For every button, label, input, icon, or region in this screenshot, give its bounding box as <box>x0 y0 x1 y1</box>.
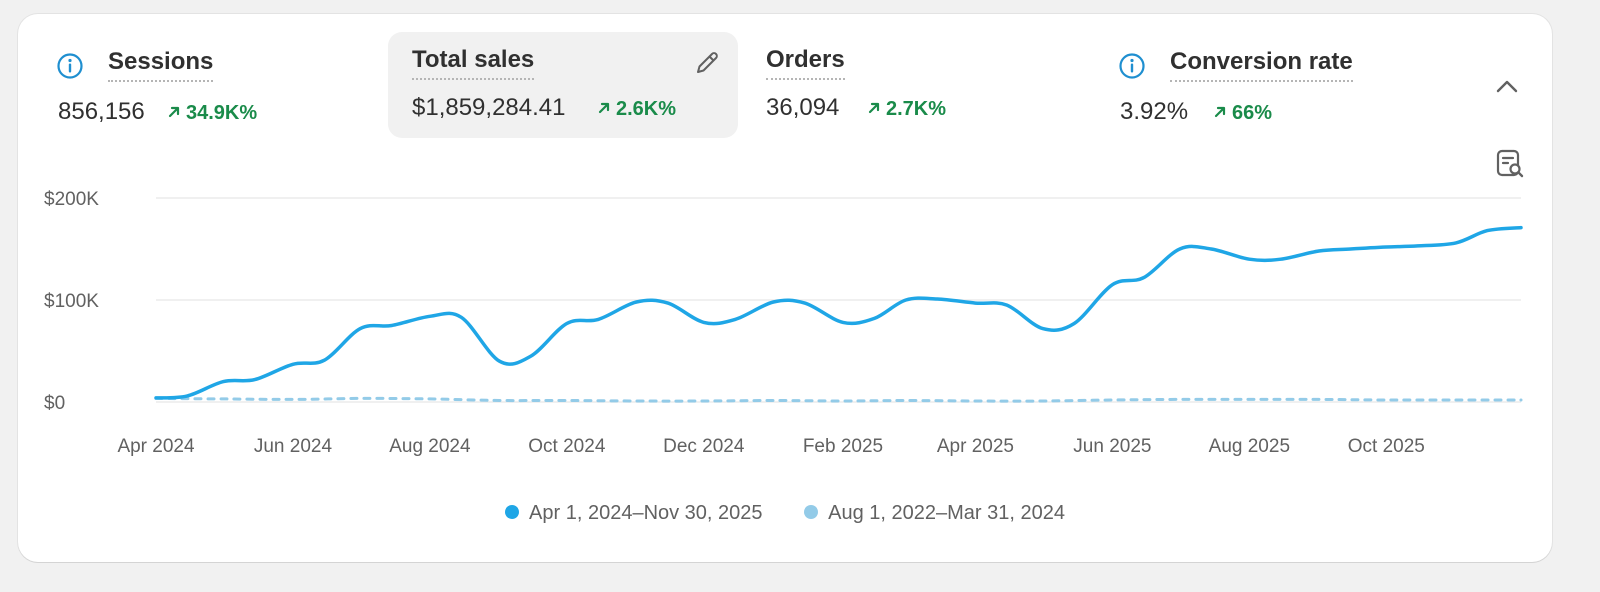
metric-change: 2.7K% <box>886 98 947 120</box>
info-icon[interactable] <box>1118 52 1146 80</box>
chevron-up-icon[interactable] <box>1492 74 1522 100</box>
metric-value: 36,094 <box>766 94 840 121</box>
metric-conversion-rate[interactable]: Conversion rate 3.92% 66% <box>1102 32 1462 138</box>
sales-overview-card: Sessions 856,156 34.9K% Total sales $1,8… <box>18 14 1552 562</box>
arrow-up-right-icon <box>598 102 610 114</box>
y-tick-label: $100K <box>44 291 99 312</box>
metric-value: 3.92% <box>1120 98 1189 125</box>
legend-label: Aug 1, 2022–Mar 31, 2024 <box>828 502 1065 525</box>
chart-legend: Apr 1, 2024–Nov 30, 2025 Aug 1, 2022–Mar… <box>18 502 1552 525</box>
metric-change: 66% <box>1232 102 1273 124</box>
x-tick-label: Aug 2025 <box>1209 436 1290 457</box>
arrow-up-right-icon <box>168 106 180 118</box>
x-tick-label: Dec 2024 <box>663 436 745 457</box>
pencil-icon[interactable] <box>692 48 722 78</box>
legend-dot-icon <box>804 505 819 520</box>
legend-label: Apr 1, 2024–Nov 30, 2025 <box>529 502 763 525</box>
legend-dot-icon <box>505 505 520 520</box>
metric-orders[interactable]: Orders 36,094 2.7K% <box>748 32 1088 138</box>
y-tick-label: $200K <box>44 189 99 210</box>
metric-title: Sessions <box>108 48 214 82</box>
x-tick-label: Feb 2025 <box>803 436 883 457</box>
x-tick-label: Apr 2024 <box>117 436 195 457</box>
x-tick-label: Oct 2025 <box>1348 436 1425 457</box>
metric-value: $1,859,284.41 <box>412 94 566 121</box>
arrow-up-right-icon <box>1214 106 1226 118</box>
metric-total-sales[interactable]: Total sales $1,859,284.41 2.6K% <box>388 32 738 138</box>
info-icon[interactable] <box>56 52 84 80</box>
metric-sessions[interactable]: Sessions 856,156 34.9K% <box>40 32 380 138</box>
x-tick-label: Aug 2024 <box>389 436 471 457</box>
x-tick-label: Jun 2024 <box>254 436 333 457</box>
series-line-previous <box>154 396 1523 403</box>
chart-search-icon[interactable] <box>1494 148 1526 180</box>
metric-title: Total sales <box>412 46 535 80</box>
sales-line-chart: $200K $100K $0 Apr 2024 Jun 2024 Aug 2024 Oct … <box>44 189 1523 457</box>
arrow-up-right-icon <box>868 102 880 114</box>
metric-value: 856,156 <box>58 98 145 125</box>
metric-change: 2.6K% <box>616 98 677 120</box>
y-tick-label: $0 <box>44 393 65 414</box>
legend-item-previous[interactable]: Aug 1, 2022–Mar 31, 2024 <box>804 502 1065 525</box>
metric-title: Conversion rate <box>1170 48 1353 82</box>
legend-item-current[interactable]: Apr 1, 2024–Nov 30, 2025 <box>505 502 763 525</box>
x-tick-label: Jun 2025 <box>1073 436 1151 457</box>
series-line-current <box>154 225 1523 400</box>
metric-title: Orders <box>766 46 845 80</box>
x-tick-label: Oct 2024 <box>528 436 606 457</box>
metric-change: 34.9K% <box>186 102 258 124</box>
x-tick-label: Apr 2025 <box>937 436 1014 457</box>
